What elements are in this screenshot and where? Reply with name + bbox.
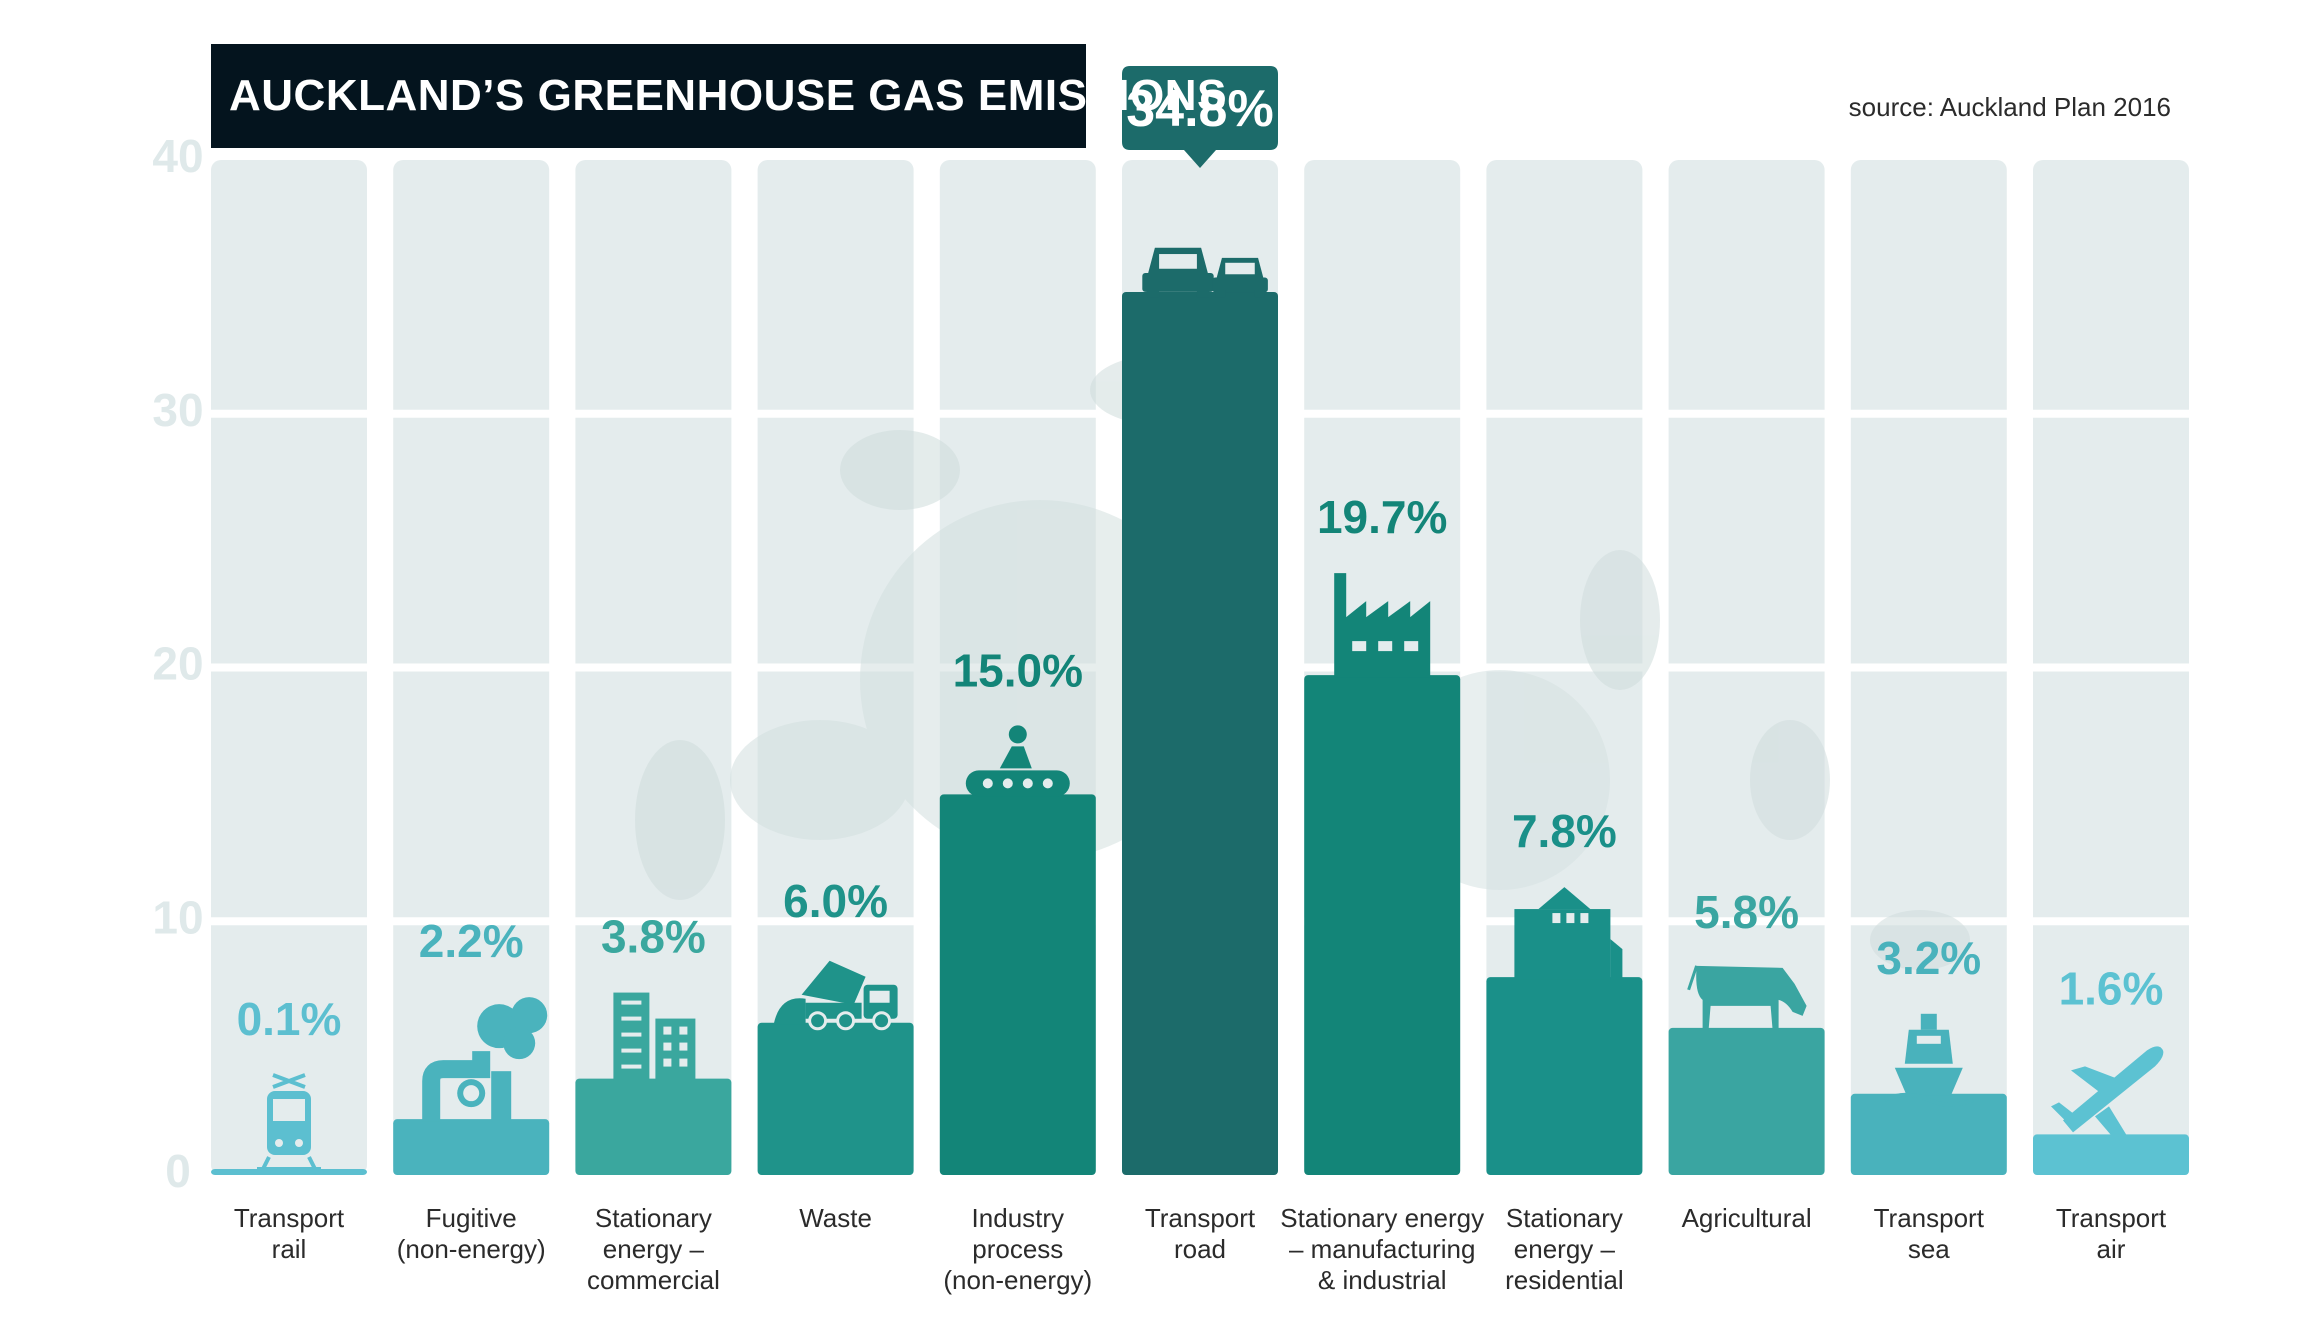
bar bbox=[1304, 675, 1461, 1175]
value-label: 19.7% bbox=[1317, 491, 1447, 543]
garbage-truck-icon bbox=[773, 960, 898, 1031]
category-label: road bbox=[1174, 1234, 1226, 1264]
value-label: 2.2% bbox=[419, 915, 524, 967]
bar bbox=[211, 1169, 367, 1175]
ship-icon bbox=[1883, 1013, 1974, 1107]
y-tick-label: 40 bbox=[152, 130, 203, 182]
category-label: Agricultural bbox=[1682, 1203, 1812, 1233]
category-label: Transport bbox=[2056, 1203, 2167, 1233]
conveyor-worker-icon bbox=[965, 725, 1070, 797]
category-label: sea bbox=[1908, 1234, 1950, 1264]
category-label: Industry bbox=[972, 1203, 1065, 1233]
train-icon bbox=[257, 1073, 321, 1174]
bar bbox=[1668, 1027, 1825, 1175]
cars-icon bbox=[1142, 247, 1268, 298]
category-label: Waste bbox=[799, 1203, 872, 1233]
apartment-icon bbox=[1514, 887, 1623, 980]
office-building-icon bbox=[613, 992, 696, 1081]
category-label: commercial bbox=[587, 1265, 720, 1295]
value-label: 6.0% bbox=[783, 875, 888, 927]
cow-icon bbox=[1687, 965, 1807, 1030]
bar bbox=[757, 1022, 914, 1175]
source-note: source: Auckland Plan 2016 bbox=[1848, 92, 2171, 122]
bar bbox=[2033, 1134, 2189, 1175]
category-label: Stationary energy bbox=[1280, 1203, 1484, 1233]
value-label: 0.1% bbox=[237, 993, 342, 1045]
category-label: Transport bbox=[234, 1203, 345, 1233]
category-label: (non-energy) bbox=[943, 1265, 1092, 1295]
category-label: rail bbox=[272, 1234, 307, 1264]
bar bbox=[1486, 977, 1643, 1175]
category-label: air bbox=[2097, 1234, 2126, 1264]
bar bbox=[939, 794, 1096, 1175]
category-label: Stationary bbox=[595, 1203, 712, 1233]
category-label: Stationary bbox=[1506, 1203, 1623, 1233]
bar bbox=[1850, 1093, 2007, 1175]
category-label: Transport bbox=[1874, 1203, 1985, 1233]
category-label: energy – bbox=[603, 1234, 705, 1264]
value-label: 5.8% bbox=[1694, 886, 1799, 938]
category-label: Fugitive bbox=[426, 1203, 517, 1233]
category-label: process bbox=[972, 1234, 1063, 1264]
factory-icon bbox=[1334, 573, 1431, 678]
value-label: 3.8% bbox=[601, 911, 706, 963]
category-label: energy – bbox=[1514, 1234, 1616, 1264]
category-label: Transport bbox=[1145, 1203, 1256, 1233]
category-label: residential bbox=[1505, 1265, 1624, 1295]
y-tick-label: 30 bbox=[152, 384, 203, 436]
bar bbox=[1122, 291, 1278, 1175]
bar bbox=[575, 1078, 732, 1175]
bar bbox=[393, 1119, 550, 1175]
value-label: 34.8% bbox=[1126, 80, 1273, 138]
chart-title: AUCKLAND’S GREENHOUSE GAS EMISSIONS bbox=[229, 71, 1227, 120]
highlight-callout bbox=[1122, 66, 1278, 168]
category-label: (non-energy) bbox=[397, 1234, 546, 1264]
value-label: 1.6% bbox=[2059, 962, 2164, 1014]
category-label: & industrial bbox=[1318, 1265, 1447, 1295]
category-label: – manufacturing bbox=[1289, 1234, 1475, 1264]
y-tick-label: 20 bbox=[152, 638, 203, 690]
value-label: 15.0% bbox=[953, 644, 1083, 696]
value-label: 3.2% bbox=[1876, 932, 1981, 984]
pipe-icon bbox=[422, 997, 548, 1122]
y-tick-label: 10 bbox=[152, 891, 203, 943]
value-label: 7.8% bbox=[1512, 805, 1617, 857]
airplane-icon bbox=[2051, 1046, 2164, 1145]
chart-title-box: AUCKLAND’S GREENHOUSE GAS EMISSIONS bbox=[211, 44, 1226, 148]
y-tick-label: 0 bbox=[165, 1145, 191, 1197]
